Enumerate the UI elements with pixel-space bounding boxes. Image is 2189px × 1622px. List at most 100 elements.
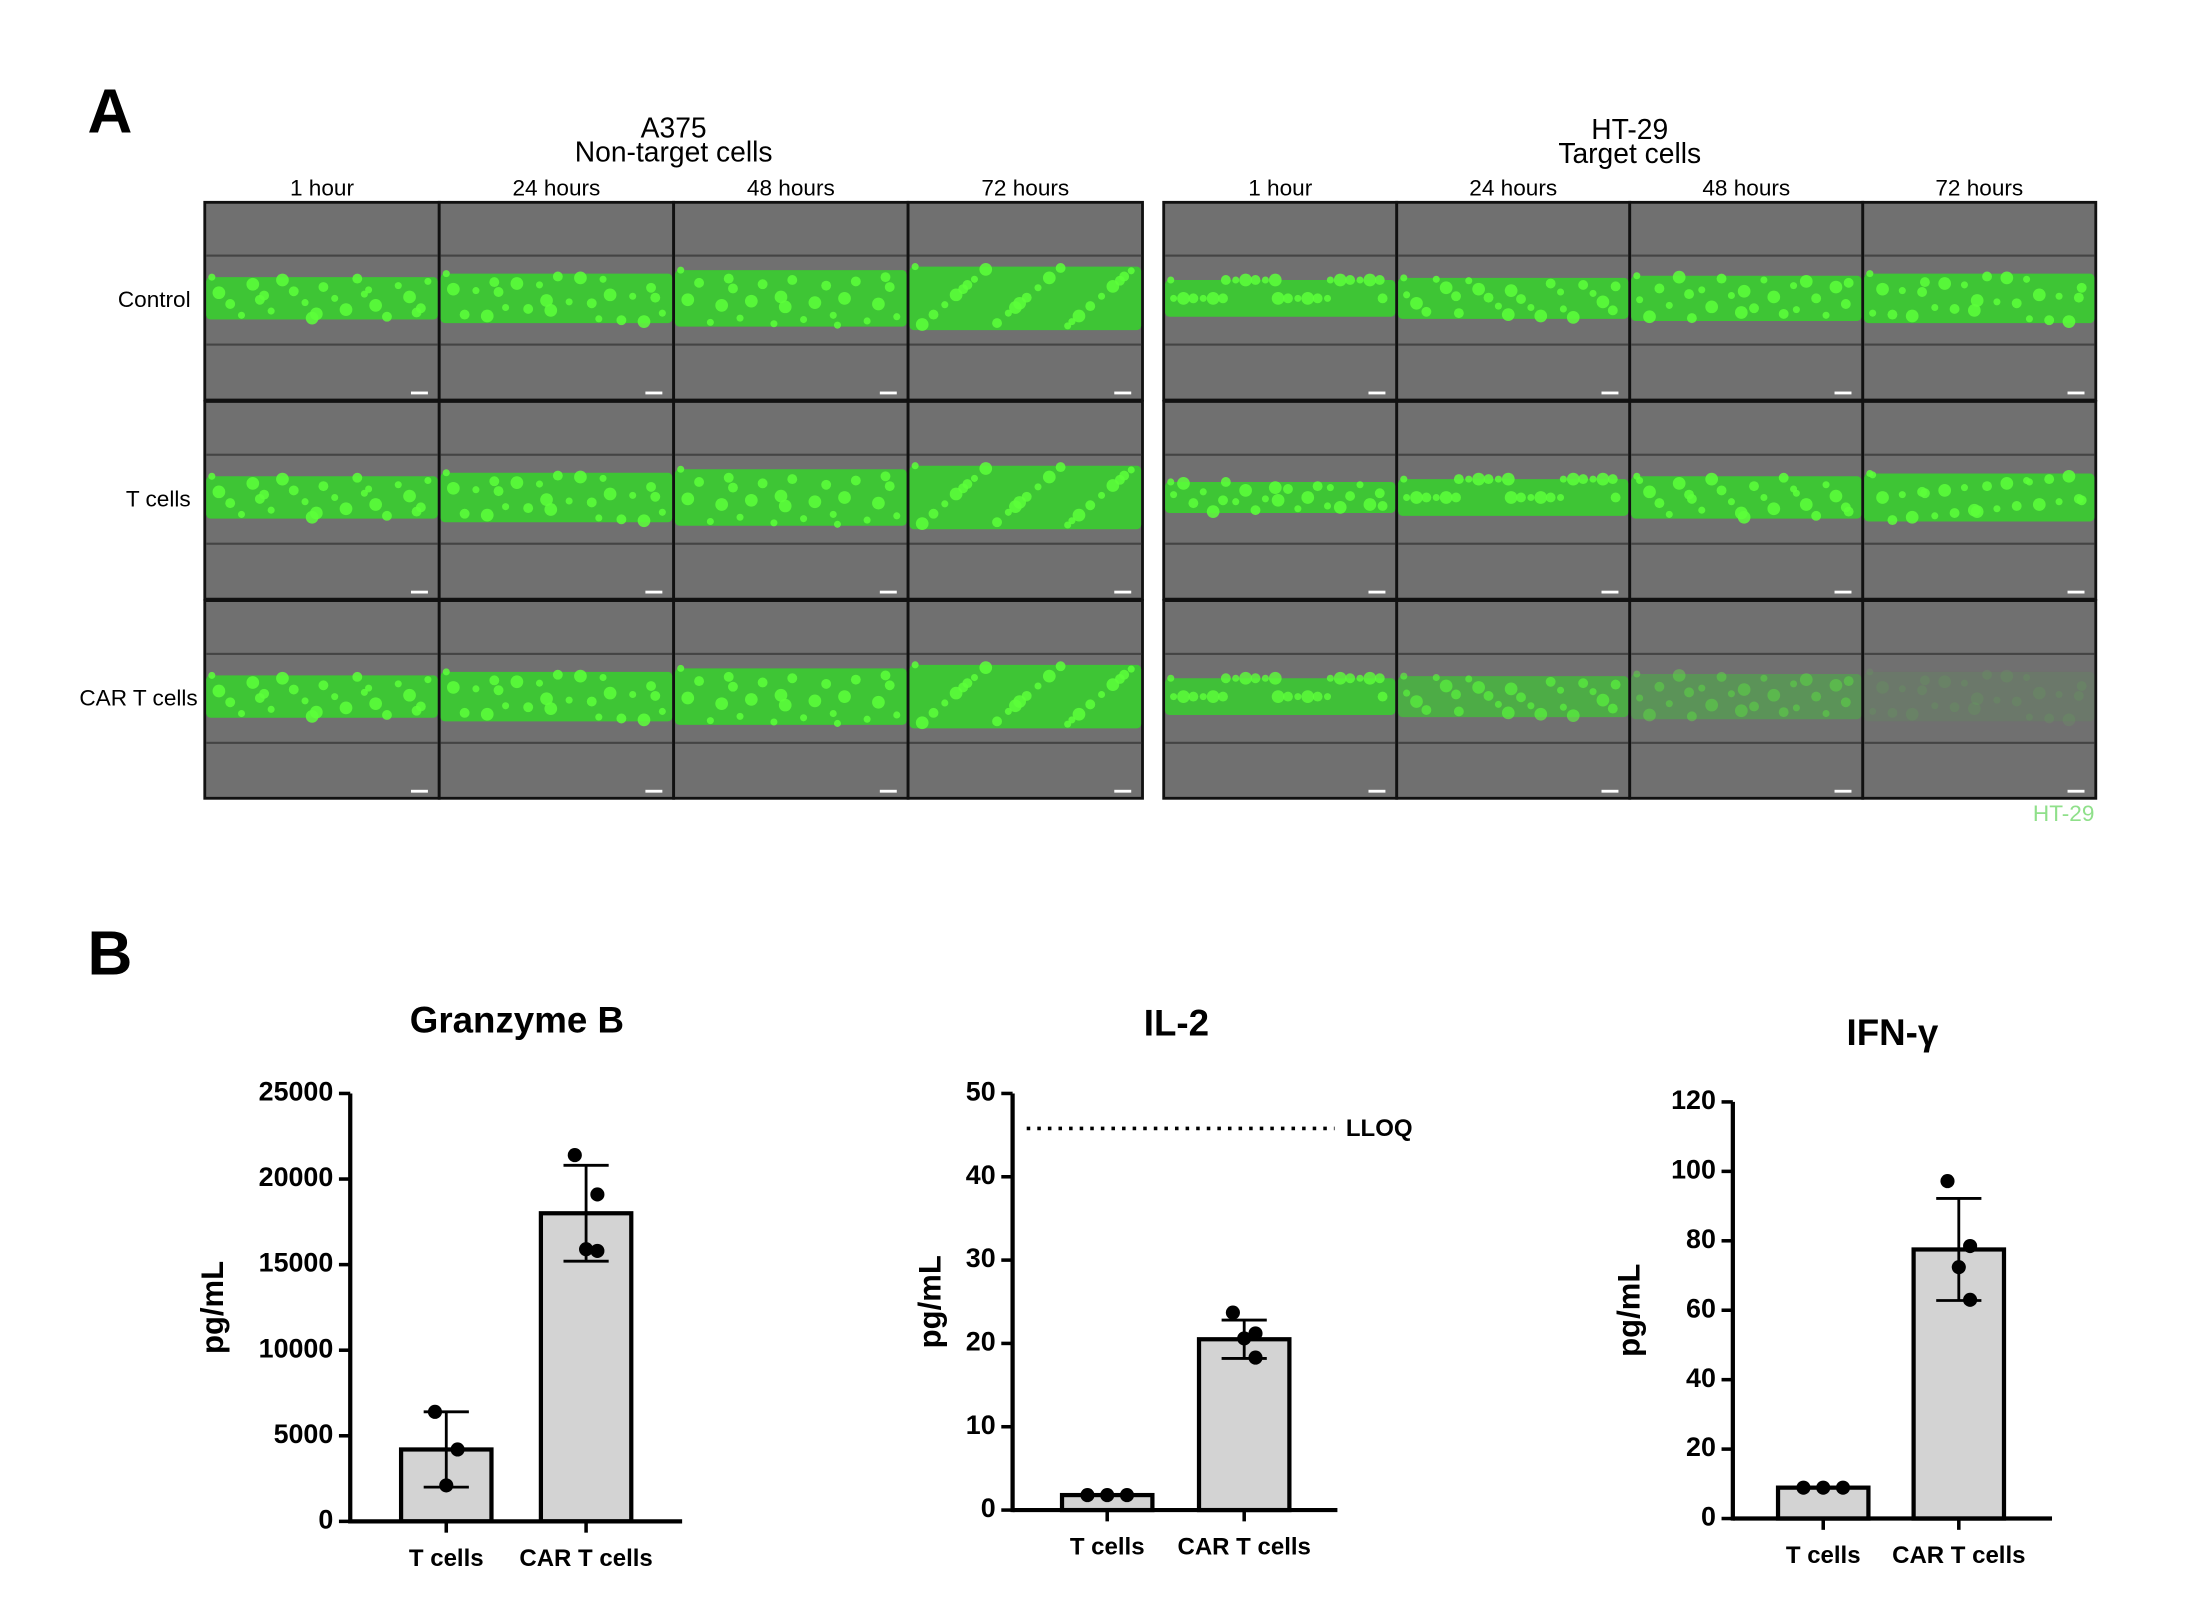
channel-edge bbox=[1165, 652, 1396, 655]
cell bbox=[1596, 295, 1610, 309]
cell bbox=[442, 668, 450, 676]
cell bbox=[1400, 475, 1408, 483]
cell bbox=[1967, 702, 1981, 715]
cell bbox=[1301, 690, 1315, 703]
cell bbox=[1453, 474, 1464, 485]
cell bbox=[1326, 674, 1334, 682]
cell bbox=[1301, 491, 1315, 504]
cell bbox=[833, 719, 841, 727]
cell bbox=[2000, 669, 2014, 683]
cell bbox=[1887, 515, 1898, 526]
cell bbox=[510, 675, 524, 689]
cell bbox=[736, 314, 744, 322]
channel-edge bbox=[675, 453, 907, 456]
cell bbox=[1199, 693, 1207, 701]
cell bbox=[1737, 284, 1751, 298]
cell bbox=[1559, 305, 1567, 313]
cell bbox=[489, 476, 500, 487]
cell bbox=[757, 279, 768, 290]
cell bbox=[1356, 481, 1364, 489]
cell bbox=[2062, 315, 2076, 329]
cell bbox=[911, 462, 919, 470]
cell bbox=[2044, 474, 2055, 485]
column-label: 24 hours bbox=[1469, 176, 1557, 201]
scale-bar bbox=[1368, 590, 1386, 594]
cell bbox=[1665, 510, 1673, 518]
x-tick-label: CAR T cells bbox=[519, 1545, 652, 1572]
cell bbox=[1127, 466, 1135, 474]
cell bbox=[629, 491, 637, 499]
cell bbox=[658, 707, 666, 715]
cell bbox=[574, 470, 587, 484]
channel-edge bbox=[909, 343, 1142, 346]
cell bbox=[1374, 488, 1385, 499]
cell bbox=[694, 676, 705, 687]
cell bbox=[1220, 477, 1231, 487]
cell bbox=[1672, 477, 1686, 490]
cell bbox=[1421, 705, 1432, 715]
cell bbox=[540, 294, 553, 307]
cell bbox=[288, 286, 299, 297]
cell bbox=[1698, 286, 1706, 294]
cell bbox=[1566, 709, 1580, 723]
cell bbox=[736, 513, 744, 521]
cell bbox=[352, 671, 363, 682]
cell bbox=[1905, 707, 1919, 721]
cell bbox=[1970, 294, 1984, 307]
cell bbox=[1114, 275, 1125, 286]
cell bbox=[1938, 277, 1952, 290]
scale-bar bbox=[410, 590, 428, 594]
cell bbox=[1654, 498, 1665, 509]
cell bbox=[1232, 276, 1240, 284]
cell bbox=[1042, 271, 1056, 285]
channel-edge bbox=[1398, 254, 1629, 257]
data-point bbox=[439, 1478, 454, 1493]
cell bbox=[1333, 501, 1347, 514]
cell bbox=[1261, 495, 1269, 503]
y-tick-label: 20000 bbox=[259, 1162, 334, 1192]
cell bbox=[1822, 481, 1830, 489]
cell bbox=[1672, 270, 1686, 284]
cell bbox=[770, 519, 778, 527]
data-point bbox=[1225, 1305, 1240, 1320]
cell bbox=[1004, 508, 1012, 516]
cell bbox=[1705, 300, 1719, 314]
cell bbox=[1250, 673, 1261, 684]
cell bbox=[1377, 501, 1388, 511]
cell bbox=[1323, 294, 1332, 302]
cell bbox=[744, 493, 758, 507]
cell bbox=[1098, 491, 1106, 499]
cell bbox=[1607, 474, 1618, 485]
cell bbox=[1734, 704, 1748, 718]
cell bbox=[1363, 273, 1377, 287]
y-tick-label: 40 bbox=[966, 1160, 996, 1190]
cell bbox=[1898, 491, 1906, 499]
chart-title: Granzyme B bbox=[410, 1000, 624, 1041]
cell bbox=[382, 710, 392, 720]
cell bbox=[893, 711, 901, 719]
cell bbox=[723, 472, 734, 483]
cell bbox=[681, 691, 695, 705]
cell bbox=[565, 298, 573, 306]
y-tick-label: 60 bbox=[1686, 1293, 1716, 1323]
cell bbox=[1869, 707, 1877, 715]
cell bbox=[1993, 696, 2001, 704]
scale-bar bbox=[1601, 789, 1619, 793]
cell bbox=[1686, 711, 1697, 722]
cell bbox=[1232, 498, 1240, 506]
cell bbox=[1294, 693, 1302, 701]
channel-edge bbox=[909, 652, 1142, 655]
cell bbox=[1578, 678, 1589, 689]
y-axis-label: pg/mL bbox=[195, 1261, 230, 1354]
cell bbox=[472, 287, 480, 295]
cell bbox=[821, 678, 832, 689]
cell bbox=[544, 303, 558, 317]
scale-bar bbox=[879, 391, 897, 395]
cell bbox=[480, 707, 494, 721]
cell bbox=[1566, 472, 1580, 486]
cell bbox=[237, 311, 246, 319]
channel-edge bbox=[440, 254, 673, 257]
cell bbox=[1199, 294, 1207, 302]
cell bbox=[599, 275, 607, 283]
cell bbox=[979, 462, 993, 475]
